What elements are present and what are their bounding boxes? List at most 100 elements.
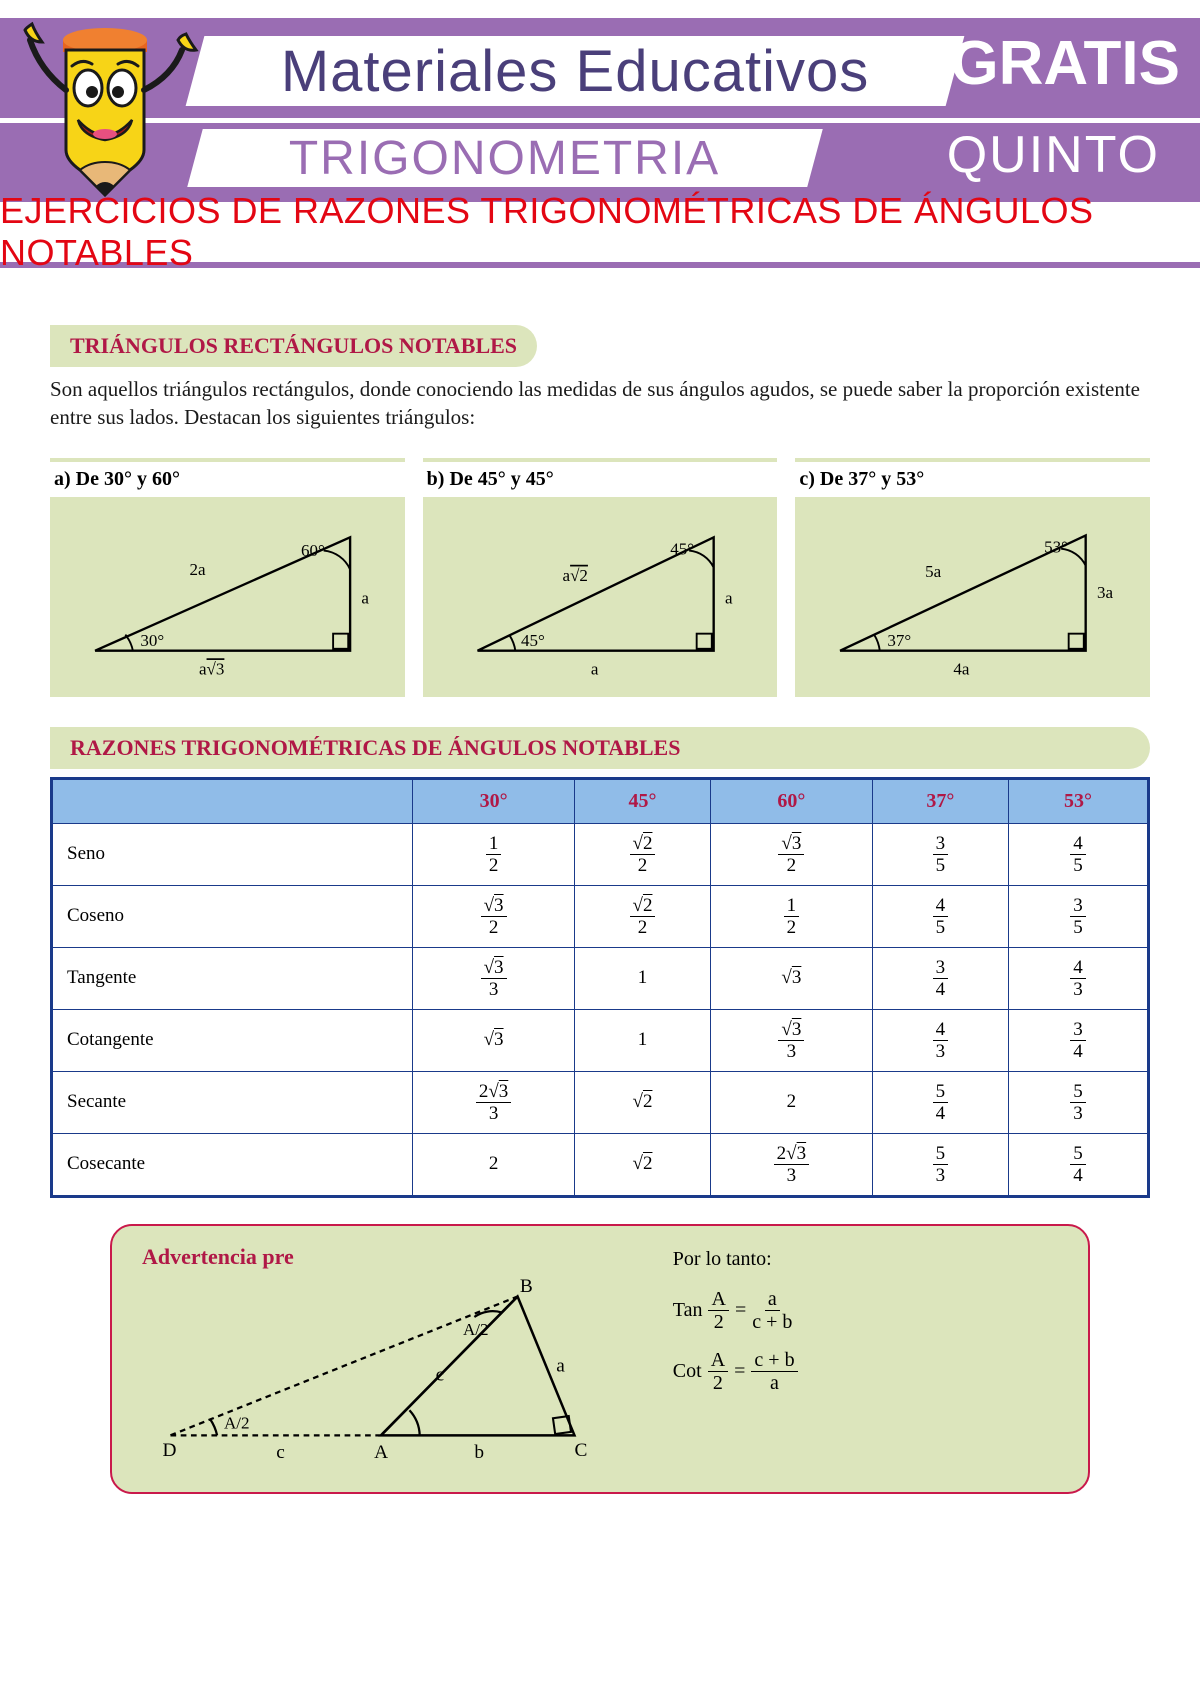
svg-text:30°: 30° <box>140 631 164 650</box>
trig-row: Tangente√331√33443 <box>52 947 1149 1009</box>
triangles-row: a) De 30° y 60° 30° 60° 2a a a√3 b) De 4… <box>50 458 1150 697</box>
warning-box: Advertencia pre D A C B A/2 A/2 c c b a <box>110 1224 1090 1494</box>
svg-text:2a: 2a <box>190 560 206 579</box>
svg-text:C: C <box>574 1439 587 1460</box>
svg-text:45°: 45° <box>670 539 694 558</box>
trig-cell: 2√33 <box>711 1133 872 1196</box>
svg-text:c: c <box>276 1442 285 1463</box>
triangle-a: a) De 30° y 60° 30° 60° 2a a a√3 <box>50 458 405 697</box>
svg-text:4a: 4a <box>954 659 971 678</box>
svg-text:A/2: A/2 <box>463 1320 489 1339</box>
svg-text:a√3: a√3 <box>199 659 224 678</box>
trig-row-name: Coseno <box>52 885 413 947</box>
triangle-a-label: a) De 30° y 60° <box>50 458 405 497</box>
page-content: TRIÁNGULOS RECTÁNGULOS NOTABLES Son aque… <box>0 295 1200 1534</box>
svg-text:37°: 37° <box>888 631 912 650</box>
trig-cell: 43 <box>872 1009 1009 1071</box>
gratis-label: GRATIS <box>950 28 1180 99</box>
svg-text:5a: 5a <box>925 562 942 581</box>
trig-row-name: Cosecante <box>52 1133 413 1196</box>
svg-text:a: a <box>591 659 599 678</box>
eq-cot: Cot A2 = c + ba <box>673 1350 1058 1393</box>
trig-cell: 1 <box>574 1009 711 1071</box>
trig-cell: 2√33 <box>413 1071 574 1133</box>
svg-text:a: a <box>725 588 733 607</box>
trig-cell: √33 <box>711 1009 872 1071</box>
trig-cell: 54 <box>1009 1133 1149 1196</box>
brand-text: Materiales Educativos <box>281 38 869 105</box>
svg-text:A: A <box>374 1442 388 1463</box>
svg-text:D: D <box>163 1439 177 1460</box>
trig-row: Cosecante2√22√335354 <box>52 1133 1149 1196</box>
subject-text: TRIGONOMETRIA <box>289 131 720 186</box>
svg-text:a√2: a√2 <box>562 565 587 584</box>
trig-cell: 1 <box>574 947 711 1009</box>
trig-cell: √33 <box>413 947 574 1009</box>
triangle-b-label: b) De 45° y 45° <box>423 458 778 497</box>
trig-row: Coseno√32√22124535 <box>52 885 1149 947</box>
section2-heading: RAZONES TRIGONOMÉTRICAS DE ÁNGULOS NOTAB… <box>50 727 1150 769</box>
trig-cell: √32 <box>413 885 574 947</box>
trig-cell: 2 <box>711 1071 872 1133</box>
trig-cell: 35 <box>1009 885 1149 947</box>
trig-cell: √22 <box>574 885 711 947</box>
svg-text:c: c <box>436 1364 445 1385</box>
trig-row: Seno12√22√323545 <box>52 823 1149 885</box>
subject-box: TRIGONOMETRIA <box>187 129 823 187</box>
trig-cell: 34 <box>872 947 1009 1009</box>
trig-cell: √2 <box>574 1071 711 1133</box>
trig-cell: 2 <box>413 1133 574 1196</box>
trig-col-header: 37° <box>872 778 1009 823</box>
trig-row-name: Seno <box>52 823 413 885</box>
trig-cell: 53 <box>1009 1071 1149 1133</box>
brand-box: Materiales Educativos <box>186 36 965 106</box>
trig-cell: √3 <box>711 947 872 1009</box>
trig-col-header <box>52 778 413 823</box>
svg-text:b: b <box>474 1442 484 1463</box>
svg-text:3a: 3a <box>1097 582 1114 601</box>
trig-table-header-row: 30°45°60°37°53° <box>52 778 1149 823</box>
trig-cell: 54 <box>872 1071 1009 1133</box>
triangle-c: c) De 37° y 53° 37° 53° 5a 3a 4a <box>795 458 1150 697</box>
warning-title: Advertencia pre <box>142 1244 643 1270</box>
trig-row-name: Tangente <box>52 947 413 1009</box>
trig-cell: 53 <box>872 1133 1009 1196</box>
trig-cell: 35 <box>872 823 1009 885</box>
eq-tan: Tan A2 = ac + b <box>673 1289 1058 1332</box>
warning-figure: D A C B A/2 A/2 c c b a <box>142 1276 643 1469</box>
therefore-label: Por lo tanto: <box>673 1248 1058 1271</box>
trig-row: Cotangente√31√334334 <box>52 1009 1149 1071</box>
trig-col-header: 45° <box>574 778 711 823</box>
trig-col-header: 53° <box>1009 778 1149 823</box>
svg-text:B: B <box>520 1276 533 1297</box>
trig-cell: √32 <box>711 823 872 885</box>
trig-cell: 45 <box>1009 823 1149 885</box>
trig-cell: √2 <box>574 1133 711 1196</box>
triangle-c-label: c) De 37° y 53° <box>795 458 1150 497</box>
trig-col-header: 30° <box>413 778 574 823</box>
trig-cell: √22 <box>574 823 711 885</box>
svg-text:60°: 60° <box>301 541 325 560</box>
svg-text:A/2: A/2 <box>224 1413 250 1432</box>
grade-label: QUINTO <box>947 125 1160 185</box>
trig-cell: 12 <box>413 823 574 885</box>
trig-cell: 43 <box>1009 947 1149 1009</box>
svg-text:a: a <box>556 1355 565 1376</box>
trig-cell: 45 <box>872 885 1009 947</box>
trig-row-name: Secante <box>52 1071 413 1133</box>
trig-cell: 12 <box>711 885 872 947</box>
trig-cell: 34 <box>1009 1009 1149 1071</box>
warning-equations: Por lo tanto: Tan A2 = ac + b Cot A2 = c… <box>673 1244 1058 1411</box>
svg-text:53°: 53° <box>1044 537 1068 556</box>
page-header: Materiales Educativos GRATIS TRIGONOMETR… <box>0 0 1200 295</box>
pencil-mascot-icon <box>10 0 205 210</box>
trig-row-name: Cotangente <box>52 1009 413 1071</box>
trig-table: 30°45°60°37°53° Seno12√22√323545Coseno√3… <box>50 777 1150 1198</box>
svg-text:45°: 45° <box>521 631 545 650</box>
trig-row: Secante2√33√225453 <box>52 1071 1149 1133</box>
trig-cell: √3 <box>413 1009 574 1071</box>
svg-text:a: a <box>361 588 369 607</box>
triangle-b: b) De 45° y 45° 45° 45° a√2 a a <box>423 458 778 697</box>
section1-heading: TRIÁNGULOS RECTÁNGULOS NOTABLES <box>50 325 537 367</box>
section1-intro: Son aquellos triángulos rectángulos, don… <box>50 375 1150 432</box>
